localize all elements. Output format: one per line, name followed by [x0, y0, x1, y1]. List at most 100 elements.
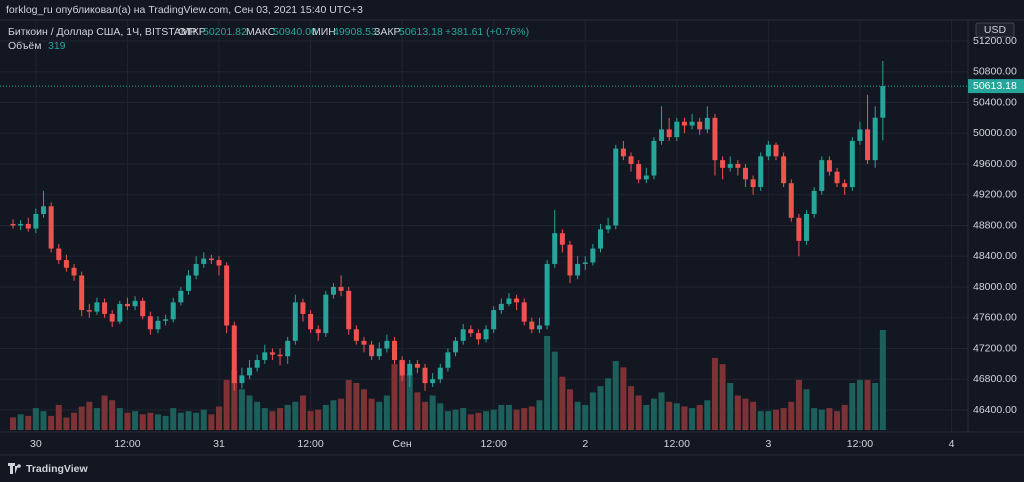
volume-bar [444, 411, 451, 430]
candle-body [453, 340, 459, 353]
currency: USD [984, 24, 1007, 36]
volume-bar [353, 382, 360, 430]
legend-high: 50940.00 [273, 26, 317, 38]
candle-body [704, 117, 710, 130]
volume-bar [391, 364, 398, 430]
x-tick-label: 2 [582, 438, 588, 450]
candle-body [712, 117, 718, 161]
candle-body [521, 302, 527, 322]
volume-bar [658, 392, 665, 430]
volume-bar [124, 412, 131, 430]
volume-bar [48, 415, 55, 430]
volume-bar [246, 395, 253, 430]
legend-open-label: ОТКР [178, 26, 206, 38]
legend-volume: 319 [48, 40, 66, 52]
volume-bar [254, 401, 261, 430]
candle-body [636, 163, 642, 180]
volume-bar [589, 392, 596, 430]
candle-body [666, 129, 672, 138]
volume-bar [559, 376, 566, 430]
volume-bar [773, 409, 779, 430]
last-price-tag [968, 79, 1024, 94]
y-tick-label: 50400.00 [973, 96, 1017, 108]
volume-bar [856, 379, 863, 430]
candle-body [475, 333, 481, 340]
y-tick-label: 46800.00 [973, 373, 1017, 385]
x-tick-label: 31 [213, 438, 225, 450]
candle-body [132, 300, 138, 307]
candle-body [765, 144, 771, 157]
volume-bar [734, 395, 741, 430]
volume-bar [483, 411, 490, 430]
x-tick-label: 4 [949, 438, 955, 450]
candle-body [872, 117, 878, 161]
x-tick-label: 12:00 [664, 438, 690, 450]
candle-body [491, 310, 497, 330]
header-title: forklog_ru опубликовал(а) на TradingView… [6, 4, 363, 16]
candle-body [269, 352, 275, 355]
y-tick-label: 49600.00 [973, 158, 1017, 170]
volume-bar [170, 408, 177, 430]
candle-body [735, 163, 741, 168]
candle-body [300, 302, 306, 314]
candle-body [25, 223, 31, 229]
volume-bar [834, 411, 841, 430]
candle-body [529, 321, 535, 330]
candle-body [697, 121, 703, 130]
volume-bar [154, 414, 161, 430]
candle-body [338, 287, 344, 291]
candle-body [384, 340, 390, 349]
volume-bar [452, 409, 459, 430]
legend-high-label: МАКС [246, 26, 276, 38]
volume-bar [711, 357, 718, 430]
last-price-label: 50613.18 [973, 80, 1017, 92]
candle-body [514, 298, 520, 303]
candle-body [742, 167, 748, 180]
candle-body [346, 290, 352, 330]
volume-bar [177, 412, 184, 430]
candle-body [285, 340, 291, 357]
volume-bar [864, 379, 871, 430]
volume-bar [193, 412, 200, 430]
candle-body [582, 262, 588, 264]
candle-body [613, 148, 619, 226]
candle-body [247, 367, 253, 376]
volume-bar [696, 404, 703, 430]
volume-bar [10, 417, 16, 430]
candle-body [140, 300, 146, 317]
candle-body [10, 223, 16, 226]
candle-body [659, 129, 665, 141]
candle-body [18, 223, 24, 226]
volume-bar [261, 408, 268, 430]
candle-body [208, 258, 214, 261]
volume-bar [315, 409, 322, 430]
volume-bar [116, 408, 123, 430]
candle-body [155, 320, 161, 330]
legend-symbol: Биткоин / Доллар США, 1Ч, BITSTAMP [8, 26, 197, 38]
candle-body [506, 298, 512, 304]
volume-bar [872, 382, 879, 430]
candle-body [117, 303, 123, 322]
candle-body [399, 360, 405, 376]
candle-body [262, 352, 268, 361]
volume-bar [307, 411, 314, 430]
candle-body [56, 248, 62, 261]
grid [0, 20, 968, 432]
x-tick-label: 12:00 [297, 438, 323, 450]
volume-bar [238, 389, 245, 430]
volume-bar [582, 404, 589, 430]
volume-bar [505, 404, 512, 430]
volume-bar [208, 414, 215, 430]
volume-bar [78, 406, 85, 430]
x-tick-label: 3 [765, 438, 771, 450]
volume-bar [643, 404, 650, 430]
volume-bar [109, 400, 116, 430]
legend-low-label: МИН [312, 26, 336, 38]
volume-bar [414, 392, 421, 430]
candle-body [590, 248, 596, 263]
currency-box[interactable] [975, 22, 1015, 38]
volume-bar [841, 404, 848, 430]
candle-body [804, 213, 810, 241]
x-tick-label: 30 [30, 438, 42, 450]
volume-bar [826, 408, 833, 430]
